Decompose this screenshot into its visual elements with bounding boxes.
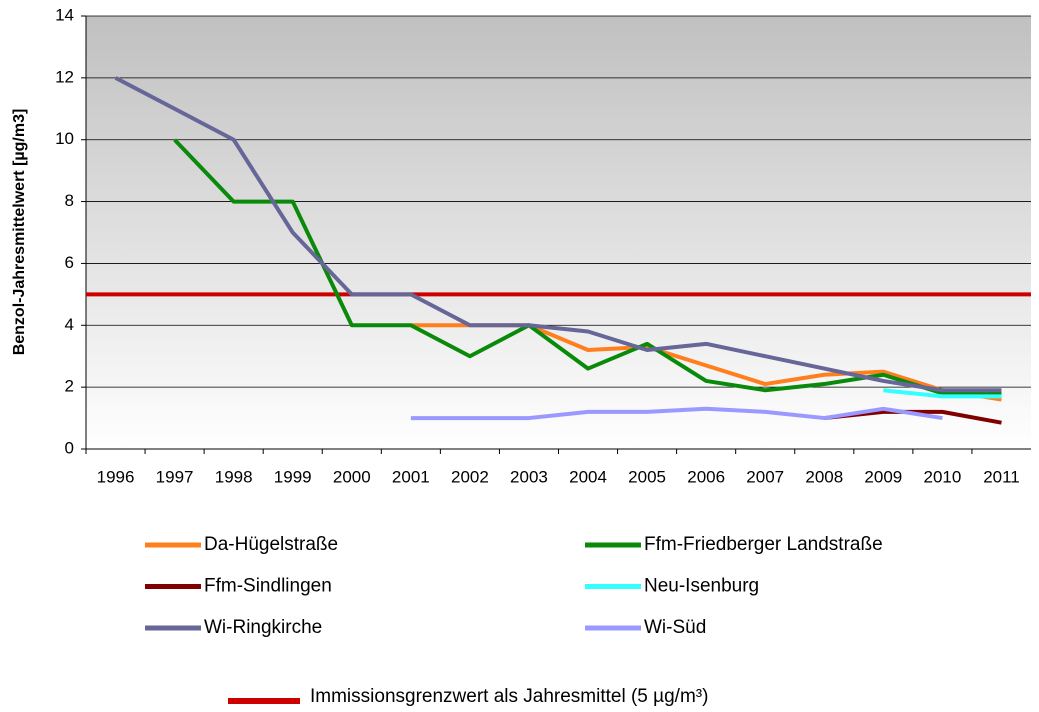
x-tick-label: 1999 bbox=[274, 467, 312, 486]
y-tick-label: 12 bbox=[55, 67, 74, 86]
x-tick-label: 2010 bbox=[923, 467, 961, 486]
series-line bbox=[410, 406, 943, 421]
x-tick-label: 2011 bbox=[983, 467, 1020, 486]
legend-label: Immissionsgrenzwert als Jahresmittel (5 … bbox=[310, 686, 708, 707]
y-tick-label: 2 bbox=[65, 377, 74, 396]
x-tick-label: 1997 bbox=[156, 467, 194, 486]
x-tick-label: 2005 bbox=[628, 467, 666, 486]
legend-label: Wi-Ringkirche bbox=[204, 617, 322, 638]
y-axis-label: Benzol-Jahresmittelwert [µg/m3] bbox=[11, 109, 28, 356]
legend-label: Ffm-Sindlingen bbox=[204, 576, 332, 597]
y-tick-label: 10 bbox=[55, 129, 74, 148]
x-tick-label: 2009 bbox=[864, 467, 902, 486]
x-tick-label: 1998 bbox=[215, 467, 253, 486]
legend-label: Ffm-Friedberger Landstraße bbox=[644, 534, 883, 555]
x-tick-label: 2007 bbox=[746, 467, 784, 486]
legend-label: Neu-Isenburg bbox=[644, 576, 759, 597]
y-tick-label: 8 bbox=[65, 191, 74, 210]
y-tick-label: 14 bbox=[55, 5, 74, 24]
x-tick-label: 2000 bbox=[333, 467, 371, 486]
plot-area bbox=[86, 16, 1031, 449]
x-tick-label: 2006 bbox=[687, 467, 725, 486]
y-tick-label: 0 bbox=[65, 438, 74, 457]
x-tick-label: 1996 bbox=[97, 467, 135, 486]
legend-label: Wi-Süd bbox=[644, 617, 706, 638]
x-tick-label: 2002 bbox=[451, 467, 489, 486]
y-tick-label: 6 bbox=[65, 253, 74, 272]
x-tick-label: 2004 bbox=[569, 467, 607, 486]
series-line bbox=[883, 388, 1002, 399]
y-tick-label: 4 bbox=[65, 315, 74, 334]
series-line bbox=[114, 76, 1002, 393]
x-tick-label: 2001 bbox=[392, 467, 430, 486]
x-tick-label: 2003 bbox=[510, 467, 548, 486]
x-tick-label: 2008 bbox=[805, 467, 843, 486]
legend-label: Da-Hügelstraße bbox=[204, 534, 338, 555]
